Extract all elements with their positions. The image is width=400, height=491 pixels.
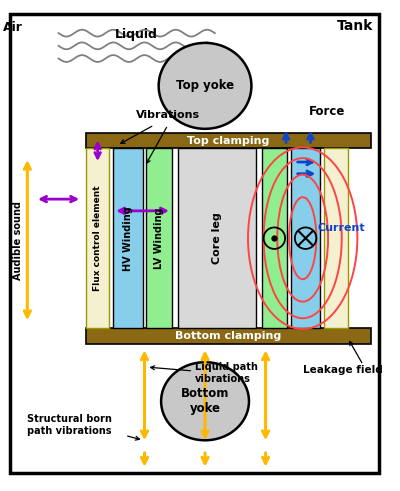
Text: Vibrations: Vibrations [136,110,200,120]
Bar [86,133,371,148]
Text: Flux control element: Flux control element [93,186,102,291]
Bar [262,148,287,328]
Text: Liquid: Liquid [115,28,158,41]
Text: Air: Air [3,22,23,34]
Ellipse shape [159,43,252,129]
Bar [113,148,142,328]
Bar [291,148,320,328]
Bar [324,148,348,328]
Bar [146,148,172,328]
Text: Bottom
yoke: Bottom yoke [181,387,229,415]
Text: Force: Force [309,105,345,118]
Text: LV Winding: LV Winding [154,207,164,269]
Text: HV Winding: HV Winding [123,206,133,271]
Text: Liquid path
vibrations: Liquid path vibrations [195,362,258,384]
Text: Tank: Tank [337,20,373,33]
Text: Top yoke: Top yoke [176,80,234,92]
Bar [86,148,109,328]
Text: Structural born
path vibrations: Structural born path vibrations [27,414,112,436]
Text: Audible sound: Audible sound [12,201,22,280]
Text: Bottom clamping: Bottom clamping [175,331,282,341]
Bar [86,328,371,344]
Text: Top clamping: Top clamping [187,136,270,145]
Ellipse shape [161,362,249,440]
Text: Current: Current [318,223,366,233]
Text: Leakage field: Leakage field [303,365,382,375]
Bar [178,148,256,328]
Text: Core leg: Core leg [212,212,222,264]
